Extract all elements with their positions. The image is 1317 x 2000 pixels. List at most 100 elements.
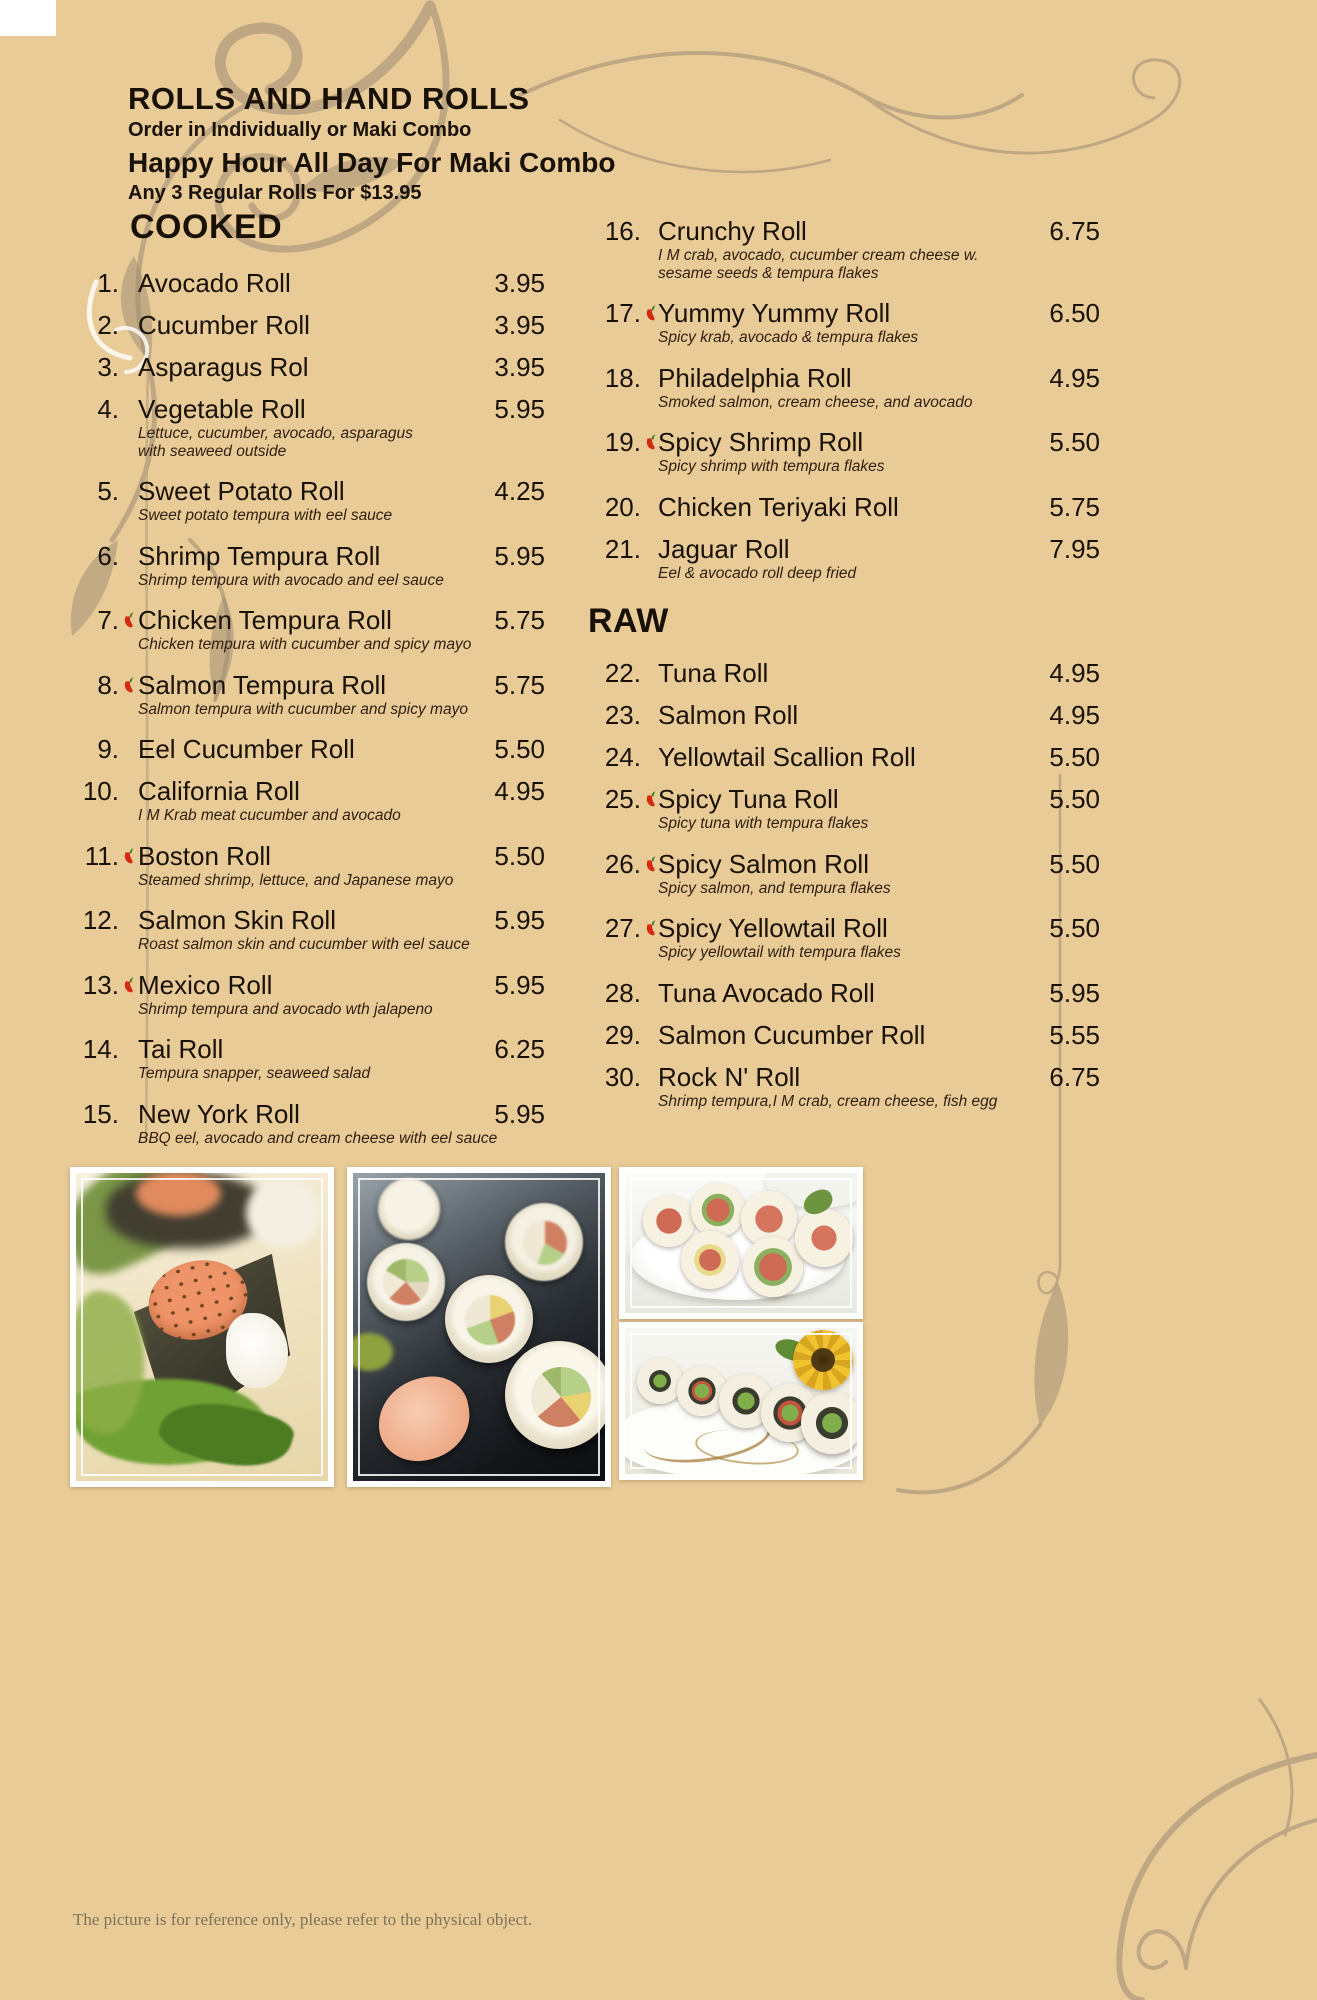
menu-item-row: 12. Salmon Skin Roll 5.95 Roast salmon s… <box>58 905 545 958</box>
promo-title: Happy Hour All Day For Maki Combo <box>128 147 616 178</box>
item-description: Spicy yellowtail with tempura flakes <box>658 944 901 961</box>
scan-corner-artifact <box>0 0 56 36</box>
item-price: 3.95 <box>494 352 545 382</box>
chili-pepper-icon <box>120 734 138 764</box>
menu-item-row: 18. Philadelphia Roll 4.95 Smoked salmon… <box>585 363 1100 416</box>
item-price: 5.50 <box>1049 784 1100 814</box>
item-name: Salmon Skin Roll <box>138 905 336 935</box>
item-number: 16. <box>604 216 641 246</box>
item-number: 12. <box>82 905 119 935</box>
chili-pepper-icon <box>642 534 658 564</box>
menu-item-row: 8. Salmon Tempura Roll 5.75 Salmon tempu… <box>58 670 545 723</box>
menu-item-row: 11. Boston Roll 5.50 Steamed shrimp, let… <box>58 841 545 894</box>
item-number: 1. <box>97 268 119 298</box>
item-price: 5.95 <box>494 540 545 571</box>
item-number: 17. <box>604 298 641 328</box>
item-description: Lettuce, cucumber, avocado, asparagus wi… <box>138 425 413 460</box>
chili-pepper-icon <box>642 913 658 943</box>
item-name: Shrimp Tempura Roll <box>138 540 381 571</box>
menu-item-row: 1. Avocado Roll 3.95 <box>58 268 545 298</box>
menu-item-row: 16. Crunchy Roll 6.75 I M crab, avocado,… <box>585 216 1100 286</box>
item-name: Tuna Avocado Roll <box>658 977 875 1008</box>
item-price: 4.95 <box>1049 700 1100 730</box>
item-number: 27. <box>604 913 641 943</box>
item-description: Spicy shrimp with tempura flakes <box>658 458 885 475</box>
chili-pepper-icon <box>642 849 658 879</box>
item-price: 5.50 <box>1049 742 1100 772</box>
item-name: Spicy Yellowtail Roll <box>658 913 888 943</box>
menu-item-row: 6. Shrimp Tempura Roll 5.95 Shrimp tempu… <box>58 541 545 594</box>
chili-pepper-icon <box>120 268 138 298</box>
chili-pepper-icon <box>642 1062 658 1092</box>
item-description: Smoked salmon, cream cheese, and avocado <box>658 393 973 411</box>
photo-rolls-on-plate <box>619 1167 863 1319</box>
cooked-items-list: 1. Avocado Roll 3.95 2. <box>58 268 545 1151</box>
menu-item-row: 24. Yellowtail Scallion Roll 5.50 <box>585 742 1100 772</box>
item-description: Steamed shrimp, lettuce, and Japanese ma… <box>138 871 454 889</box>
menu-item-row: 22. Tuna Roll 4.95 <box>585 658 1100 688</box>
item-name: Spicy Salmon Roll <box>658 848 869 879</box>
item-description: Spicy krab, avocado & tempura flakes <box>658 329 919 346</box>
menu-item-row: 26. Spicy Salmon Roll 5.50 Spicy salmon,… <box>585 849 1100 902</box>
item-number: 22. <box>604 658 641 688</box>
footer-disclaimer: The picture is for reference only, pleas… <box>73 1910 533 1929</box>
chili-pepper-icon <box>642 784 658 814</box>
photo-roll-row-with-flower <box>619 1322 863 1480</box>
item-name: New York Roll <box>138 1098 300 1129</box>
item-number: 7. <box>97 605 119 635</box>
item-price: 5.75 <box>494 669 545 700</box>
item-number: 20. <box>604 491 641 522</box>
item-price: 5.50 <box>1049 427 1100 457</box>
item-number: 23. <box>604 700 641 730</box>
item-price: 4.95 <box>1049 362 1100 393</box>
chili-pepper-icon <box>120 394 138 424</box>
item-number: 21. <box>604 533 641 564</box>
item-name: Spicy Tuna Roll <box>658 784 839 814</box>
section-heading-cooked: COOKED <box>130 208 283 246</box>
chili-pepper-icon <box>642 658 658 688</box>
item-price: 5.75 <box>494 605 545 635</box>
item-price: 5.95 <box>494 394 545 424</box>
chili-pepper-icon <box>120 352 138 382</box>
cooked-items-list-continued: 16. Crunchy Roll 6.75 I M crab, avocado,… <box>585 216 1100 586</box>
item-name: Salmon Tempura Roll <box>138 669 387 700</box>
item-number: 18. <box>604 362 641 393</box>
item-price: 5.50 <box>494 840 545 871</box>
item-price: 5.50 <box>1049 913 1100 943</box>
item-description: Sweet potato tempura with eel sauce <box>138 507 393 524</box>
right-menu-column: 16. Crunchy Roll 6.75 I M crab, avocado,… <box>585 216 1100 1126</box>
chili-pepper-icon <box>120 1099 138 1129</box>
item-name: Jaguar Roll <box>658 533 790 564</box>
chili-pepper-icon <box>120 905 138 935</box>
item-description: Eel & avocado roll deep fried <box>658 564 857 582</box>
item-number: 6. <box>97 540 119 571</box>
item-number: 3. <box>97 352 119 382</box>
menu-item-row: 20. Chicken Teriyaki Roll 5.75 <box>585 492 1100 522</box>
item-price: 5.75 <box>1049 491 1100 522</box>
item-description: Roast salmon skin and cucumber with eel … <box>138 936 470 953</box>
menu-item-row: 15. New York Roll 5.95 BBQ eel, avocado … <box>58 1099 545 1152</box>
item-name: California Roll <box>138 776 300 806</box>
item-number: 24. <box>604 742 641 772</box>
item-price: 5.50 <box>1049 848 1100 879</box>
item-number: 19. <box>604 427 641 457</box>
photo-california-rolls-dark <box>347 1167 611 1487</box>
left-menu-column: COOKED 1. Avocado Roll 3.95 <box>58 206 545 1163</box>
item-number: 13. <box>82 969 119 1000</box>
item-name: Tai Roll <box>138 1034 224 1064</box>
item-number: 25. <box>604 784 641 814</box>
item-number: 8. <box>97 669 119 700</box>
item-name: Salmon Roll <box>658 700 799 730</box>
item-number: 10. <box>82 776 119 806</box>
chili-pepper-icon <box>120 1034 138 1064</box>
menu-item-row: 19. Spicy Shrimp Roll 5.50 Spicy shrimp … <box>585 427 1100 480</box>
item-price: 5.50 <box>494 734 545 764</box>
item-price: 5.95 <box>494 969 545 1000</box>
item-number: 30. <box>604 1061 641 1092</box>
raw-items-list: 22. Tuna Roll 4.95 23. <box>585 658 1100 1114</box>
item-name: Crunchy Roll <box>658 216 807 246</box>
item-price: 5.55 <box>1049 1019 1100 1050</box>
item-price: 6.25 <box>494 1034 545 1064</box>
item-description: Tempura snapper, seaweed salad <box>138 1065 371 1082</box>
